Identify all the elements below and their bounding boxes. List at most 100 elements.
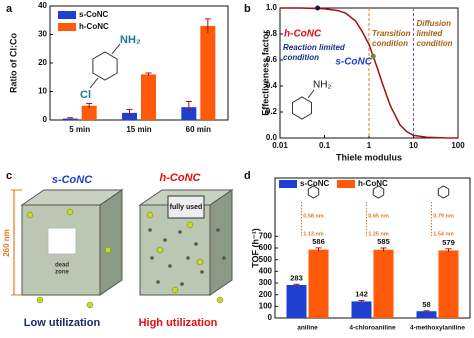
x-tick-label: 0.01 — [272, 141, 288, 150]
x-tick-label: 0.1 — [319, 141, 331, 150]
bar — [81, 105, 97, 120]
molecule-ring — [92, 51, 118, 81]
y-axis-label: Ratio of Cl:Co — [8, 33, 18, 93]
panel-label: c — [6, 170, 12, 182]
legend-label: s-CoNC — [79, 10, 109, 19]
annotation: Reaction limited — [283, 43, 346, 52]
y-tick-label: 30 — [38, 30, 47, 39]
point — [370, 53, 376, 59]
y-tick-label: 0 — [43, 115, 48, 124]
x-tick-label: 60 min — [186, 125, 211, 134]
value-label: 585 — [377, 237, 390, 246]
bar — [141, 74, 156, 120]
molecule-ring — [372, 185, 385, 199]
annotation: condition — [417, 39, 453, 48]
x-tick-label: 100 — [451, 141, 465, 150]
molecule-ring — [437, 185, 450, 199]
legend-swatch — [58, 23, 76, 31]
size-label: 260 nm — [2, 229, 11, 257]
legend-label: s-CoNC — [300, 179, 330, 188]
y-tick-label: 100 — [259, 301, 273, 310]
y-tick-label: 40 — [38, 1, 47, 10]
point — [315, 5, 321, 11]
value-label: 142 — [355, 289, 368, 298]
x-tick-label: 15 min — [126, 125, 151, 134]
y-tick-label: 0.2 — [266, 107, 278, 116]
value-label: 579 — [442, 238, 455, 247]
bond — [307, 89, 315, 99]
point-label: s-CoNC — [335, 57, 372, 68]
y-tick-label: 0.0 — [266, 133, 278, 142]
x-axis-label: Thiele modulus — [336, 152, 402, 162]
x-tick-label: 10 — [409, 141, 418, 150]
caption: Low utilization — [24, 317, 101, 329]
bond — [89, 77, 99, 89]
pore-dots — [148, 228, 226, 286]
point-label: h-CoNC — [284, 29, 322, 40]
y-tick-label: 0.8 — [266, 29, 278, 38]
fully-used-box — [167, 195, 205, 219]
annotation: NH₂ — [120, 34, 141, 46]
panel-c-illustration: s-CoNC h-CoNC 260 nm dead zone fully use… — [2, 172, 234, 329]
y-tick-label: 200 — [259, 290, 273, 299]
annotation: 0.58 nm — [303, 213, 324, 219]
y-tick-label: 1.0 — [266, 3, 278, 12]
bar — [181, 107, 197, 120]
dead-zone-core — [47, 227, 77, 255]
x-tick-label: 4-methoxylaniline — [410, 325, 465, 332]
bar — [438, 250, 459, 318]
annotation: Cl — [80, 89, 91, 101]
bar — [286, 284, 307, 318]
legend-label: h-CoNC — [358, 179, 388, 188]
value-label: 586 — [312, 237, 325, 246]
y-tick-label: 300 — [259, 278, 273, 287]
y-tick-label: 600 — [259, 243, 273, 252]
y-tick-label: 20 — [38, 58, 47, 67]
annotation: condition — [372, 39, 408, 48]
molecule-ring — [307, 185, 320, 199]
legend-swatch — [58, 11, 76, 19]
annotation: 0.79 nm — [433, 213, 454, 219]
y-tick-label: 400 — [259, 266, 273, 275]
annotation: 1.13 nm — [303, 231, 324, 237]
x-tick-label: 5 min — [69, 125, 90, 134]
cube-side — [209, 189, 233, 296]
bar — [308, 249, 329, 318]
panel-label: d — [244, 170, 251, 182]
panel-label: a — [6, 3, 13, 15]
bond — [111, 43, 121, 55]
bar — [351, 301, 372, 318]
bar — [200, 25, 216, 121]
bar — [373, 249, 394, 318]
legend-swatch — [337, 180, 355, 188]
legend-swatch — [279, 180, 297, 188]
illustration-title: h-CoNC — [160, 172, 202, 184]
x-tick-label: 4-chloroaniline — [349, 325, 396, 332]
legend-label: h-CoNC — [79, 22, 109, 31]
y-tick-label: 0.6 — [266, 55, 278, 64]
cube-side — [99, 189, 123, 296]
illustration-title: s-CoNC — [52, 174, 93, 186]
y-tick-label: 700 — [259, 231, 273, 240]
panel-label: b — [244, 3, 251, 15]
y-tick-label: 0 — [268, 313, 273, 322]
value-label: 283 — [290, 273, 303, 282]
y-tick-label: 10 — [38, 87, 47, 96]
annotation: Diffusion — [417, 19, 452, 28]
y-axis-label: TOF (h⁻¹) — [250, 228, 260, 268]
molecules — [26, 208, 224, 309]
annotation: 1.54 nm — [433, 231, 454, 237]
bar — [122, 112, 137, 120]
caption: High utilization — [139, 317, 218, 329]
bar — [416, 311, 437, 318]
x-tick-label: 1 — [367, 141, 372, 150]
annotation: limited — [417, 29, 444, 38]
y-axis-label: Effectiveness factor — [260, 30, 270, 116]
y-tick-label: 500 — [259, 255, 273, 264]
dead-zone-label: dead — [55, 263, 69, 269]
x-tick-label: aniline — [297, 325, 318, 332]
dead-zone-label: zone — [55, 270, 69, 276]
curve — [280, 7, 459, 139]
y-tick-label: 0.4 — [266, 81, 278, 90]
